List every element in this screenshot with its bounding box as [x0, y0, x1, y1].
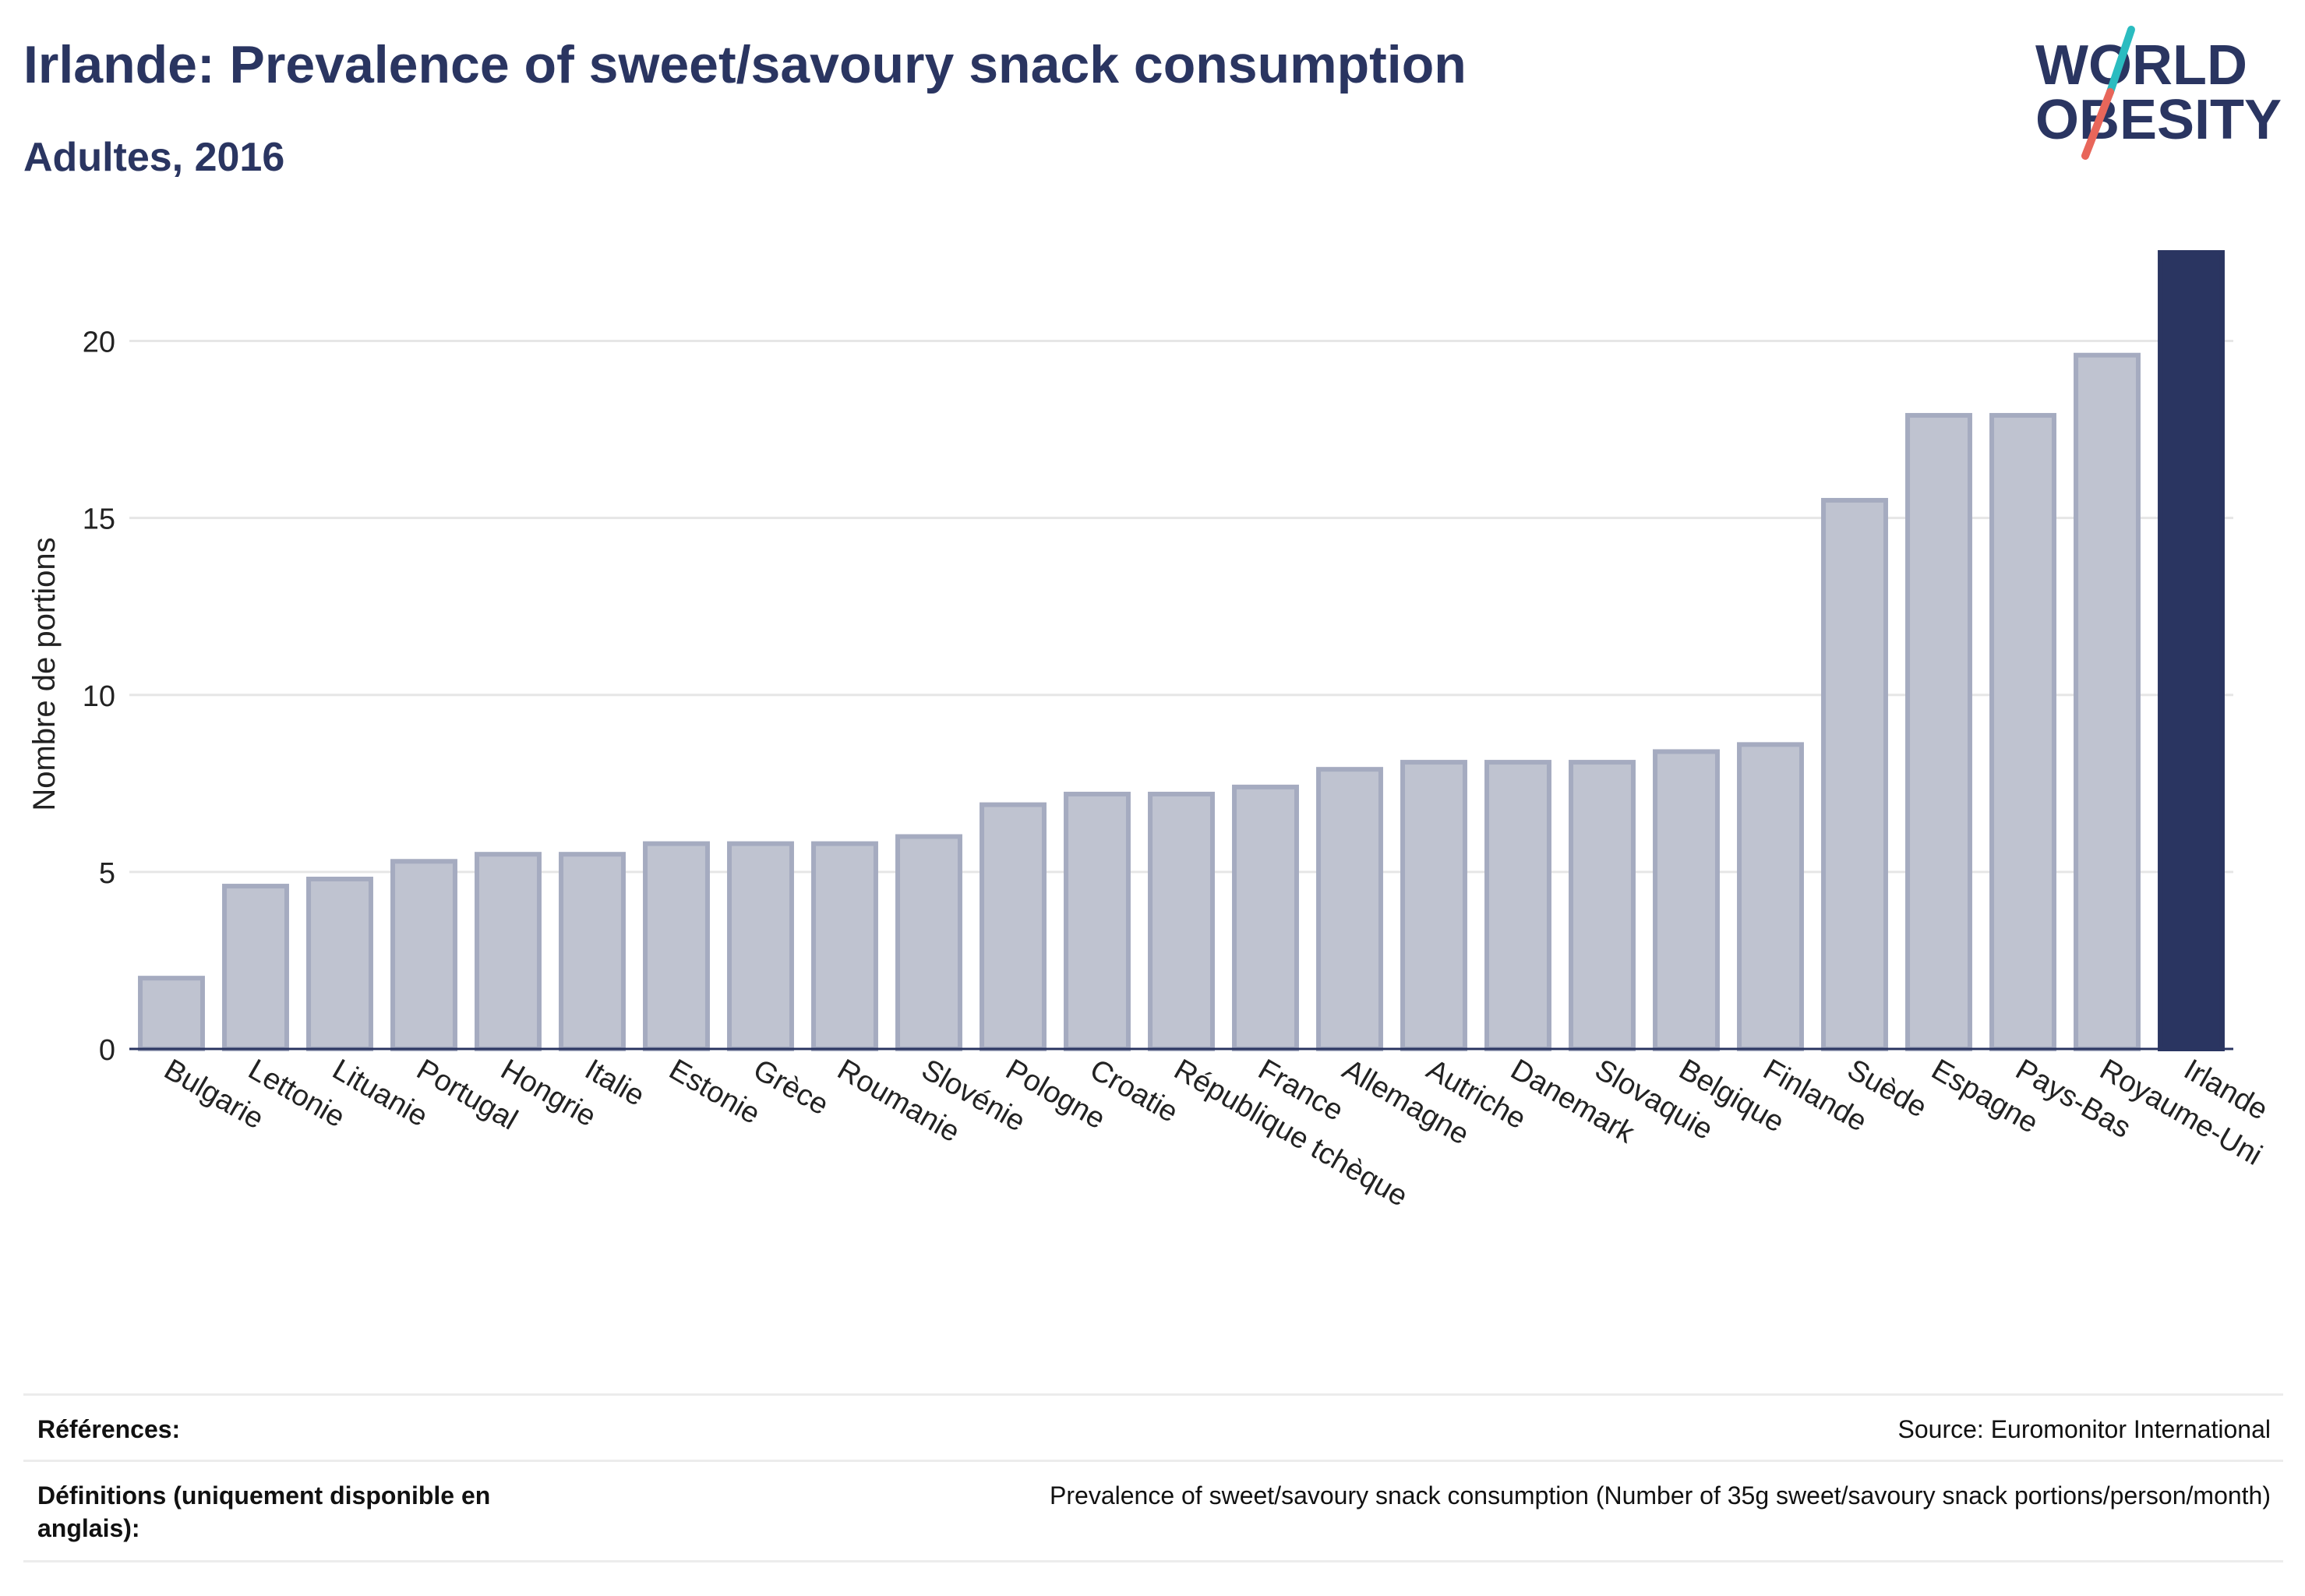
bar-croatie — [1064, 791, 1131, 1052]
y-axis-label: Nombre de portions — [27, 537, 62, 810]
bar-gr-ce — [727, 841, 794, 1051]
bar-pays-bas — [1989, 412, 2056, 1052]
logo-line-1: WORLD — [2035, 34, 2247, 97]
x-tick-label: Grèce — [748, 1053, 835, 1121]
y-tick-label: 10 — [83, 680, 115, 713]
bar-royaume-uni — [2074, 352, 2141, 1052]
bar-irlande — [2158, 250, 2225, 1051]
bar-autriche — [1400, 760, 1467, 1052]
bar-finlande — [1737, 742, 1804, 1051]
bar-lettonie — [222, 884, 289, 1052]
references-label: Références: — [37, 1415, 181, 1443]
y-tick-label: 15 — [83, 503, 115, 536]
definitions-label: Définitions (uniquement disponible en an… — [37, 1481, 491, 1542]
bars — [138, 250, 2225, 1052]
bar-portugal — [390, 859, 457, 1051]
bar-r-publique-tch-que — [1148, 791, 1215, 1052]
x-tick-label: Lituanie — [327, 1053, 433, 1133]
bar-chart: 05101520BulgarieLettonieLituaniePortugal… — [27, 250, 2273, 1213]
y-tick-label: 5 — [99, 857, 115, 890]
bar-roumanie — [811, 841, 878, 1051]
bar-estonie — [643, 841, 710, 1051]
world-obesity-logo: WORLD OBESITY — [2035, 26, 2282, 160]
references-value: Source: Euromonitor International — [1897, 1415, 2271, 1443]
definitions-row: Définitions (uniquement disponible en an… — [23, 1460, 2283, 1562]
bar-belgique — [1653, 749, 1720, 1051]
bar-france — [1232, 784, 1299, 1051]
y-tick-label: 0 — [99, 1034, 115, 1067]
definitions-value: Prevalence of sweet/savoury snack consum… — [1050, 1481, 2271, 1509]
x-tick-label: Estonie — [664, 1053, 766, 1131]
chart-footer: Références: Source: Euromonitor Internat… — [23, 1393, 2283, 1562]
logo-slash-bottom — [2081, 88, 2114, 160]
bar-italie — [559, 852, 626, 1052]
bar-pologne — [980, 802, 1047, 1051]
bar-slov-nie — [895, 834, 962, 1051]
bar-lituanie — [306, 876, 373, 1051]
bar-slovaquie — [1569, 760, 1636, 1052]
bar-espagne — [1905, 412, 1972, 1052]
y-tick-label: 20 — [83, 327, 115, 359]
bar-danemark — [1484, 760, 1551, 1052]
bar-allemagne — [1316, 767, 1383, 1051]
references-row: Références: Source: Euromonitor Internat… — [23, 1393, 2283, 1460]
logo-slash-top — [2106, 26, 2135, 96]
bar-hongrie — [475, 852, 542, 1052]
logo-line-2: OBESITY — [2035, 89, 2282, 151]
bar-su-de — [1821, 497, 1888, 1051]
chart-title: Irlande: Prevalence of sweet/savoury sna… — [23, 35, 1467, 94]
bar-bulgarie — [138, 976, 205, 1052]
chart-subtitle: Adultes, 2016 — [23, 135, 285, 180]
